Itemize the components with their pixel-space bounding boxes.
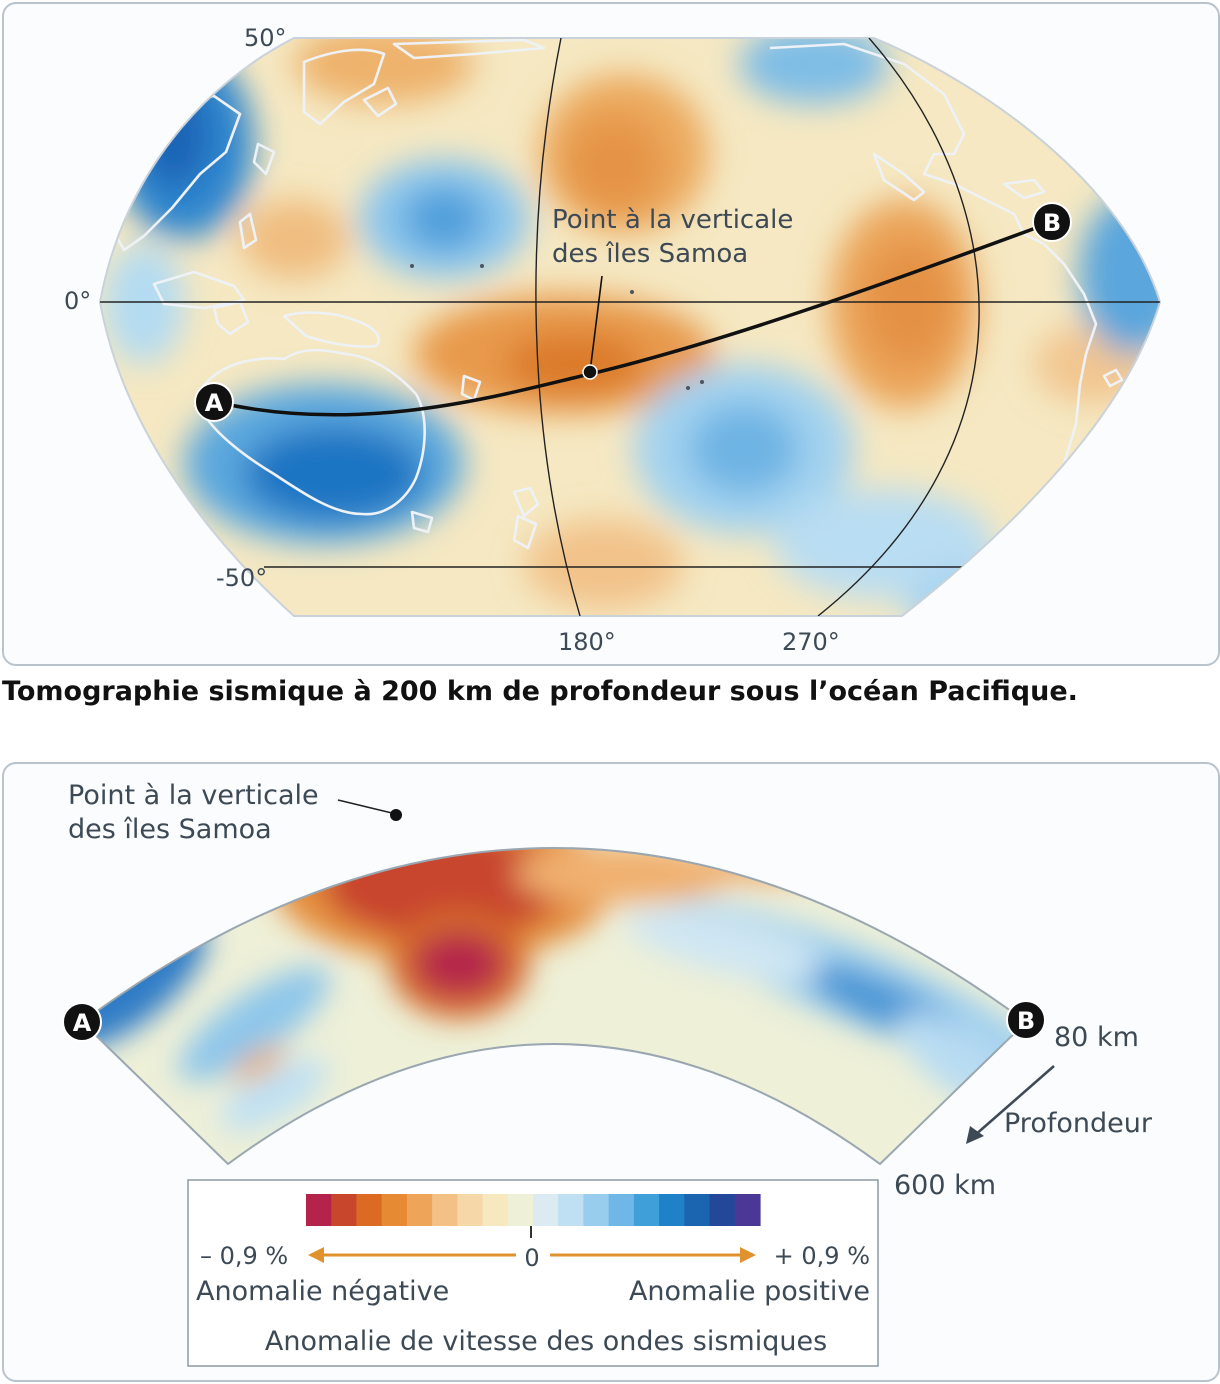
legend-swatch: [482, 1194, 509, 1226]
point-a-marker: A: [194, 382, 234, 422]
section-samoa-point-marker: [390, 809, 402, 821]
meridian-270-line: [817, 38, 980, 616]
legend-zero-label: 0: [524, 1244, 539, 1272]
legend-color-scale: [306, 1194, 761, 1226]
lat-label-0: 0°: [64, 287, 91, 315]
map-border: [98, 37, 1162, 617]
section-samoa-leader-line: [337, 799, 397, 815]
point-b-label: B: [1043, 209, 1061, 237]
legend-swatch: [331, 1194, 358, 1226]
graticule: [100, 38, 1160, 616]
section-point-a-marker: A: [62, 1002, 102, 1042]
section-point-b-marker: B: [1006, 1000, 1046, 1040]
legend-swatch: [659, 1194, 685, 1226]
samoa-point-marker: [582, 364, 598, 380]
depth-top-label: 80 km: [1054, 1022, 1139, 1053]
legend-swatch: [356, 1194, 383, 1226]
legend-swatch: [583, 1194, 610, 1226]
samoa-leader-line: [589, 275, 603, 373]
legend-swatch: [558, 1194, 585, 1226]
section-samoa-label-line-2: des îles Samoa: [68, 814, 272, 845]
legend-positive-label: Anomalie positive: [629, 1276, 870, 1307]
legend-swatch: [507, 1194, 534, 1226]
anomaly-field: [100, 38, 1160, 616]
legend-negative-label: Anomalie négative: [196, 1276, 449, 1307]
lat-label-50: 50°: [244, 24, 287, 52]
legend-swatch: [608, 1194, 635, 1226]
legend-swatch: [684, 1194, 711, 1226]
point-a-label: A: [205, 389, 224, 417]
depth-arrow-head: [966, 1126, 984, 1144]
section-samoa-label-line-1: Point à la verticale: [68, 780, 319, 811]
legend-max-label: + 0,9 %: [774, 1242, 870, 1270]
island-dots: [410, 264, 704, 390]
section-samoa-label: Point à la verticale des îles Samoa: [68, 780, 327, 845]
tomography-map: 50° 0° -50° 180° 270° Point à la vertica…: [64, 24, 1162, 656]
section-anomaly-field: [82, 848, 1026, 1164]
legend-swatch: [406, 1194, 433, 1226]
section-outline: [80, 847, 1028, 1166]
legend-swatch: [533, 1194, 559, 1226]
depth-bottom-label: 600 km: [894, 1170, 996, 1201]
section-point-b-label: B: [1017, 1007, 1035, 1035]
lon-label-270: 270°: [782, 628, 840, 656]
depth-axis-label: Profondeur: [1004, 1108, 1153, 1139]
legend-swatch: [709, 1194, 736, 1226]
legend-swatch: [457, 1194, 484, 1226]
cross-section-panel: Point à la verticale des îles Samoa A B …: [2, 762, 1220, 1382]
depth-arrow: [973, 1065, 1055, 1137]
legend-swatch: [306, 1194, 332, 1226]
meridian-180-line: [535, 38, 581, 616]
legend-min-label: – 0,9 %: [200, 1242, 288, 1270]
legend-swatch: [734, 1194, 761, 1226]
samoa-label: Point à la verticale des îles Samoa: [552, 205, 802, 269]
tomography-map-panel: 50° 0° -50° 180° 270° Point à la vertica…: [2, 2, 1220, 666]
legend-title: Anomalie de vitesse des ondes sismiques: [265, 1326, 827, 1357]
negative-arrow-head: [308, 1247, 324, 1263]
section-line-a-b: [215, 220, 1053, 417]
color-legend: – 0,9 % 0 + 0,9 % Anomalie négative Anom…: [187, 1179, 879, 1367]
section-point-a-label: A: [73, 1009, 92, 1037]
figure-caption: Tomographie sismique à 200 km de profond…: [2, 676, 1078, 707]
samoa-label-line-1: Point à la verticale: [552, 205, 793, 235]
point-b-marker: B: [1032, 202, 1072, 242]
lon-label-180: 180°: [558, 628, 616, 656]
positive-arrow-head: [740, 1247, 756, 1263]
legend-swatch: [381, 1194, 408, 1226]
legend-swatch: [432, 1194, 458, 1226]
samoa-label-line-2: des îles Samoa: [552, 239, 748, 269]
lat-label-minus-50: -50°: [216, 564, 267, 592]
cross-section: Point à la verticale des îles Samoa A B …: [62, 780, 1153, 1367]
legend-swatch: [633, 1194, 660, 1226]
